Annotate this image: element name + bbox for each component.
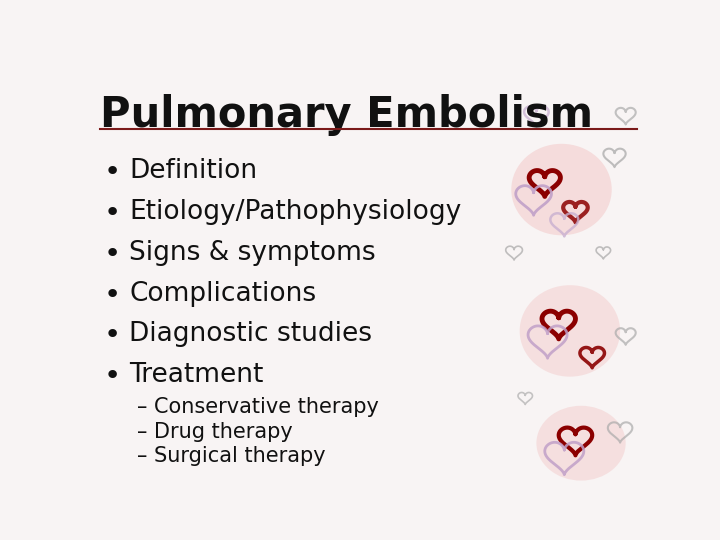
Ellipse shape xyxy=(536,406,626,481)
Text: •: • xyxy=(104,321,121,349)
Text: •: • xyxy=(104,158,121,186)
Text: – Drug therapy: – Drug therapy xyxy=(138,422,293,442)
Text: – Conservative therapy: – Conservative therapy xyxy=(138,397,379,417)
Text: Complications: Complications xyxy=(129,281,316,307)
Text: Treatment: Treatment xyxy=(129,362,264,388)
Text: Pulmonary Embolism: Pulmonary Embolism xyxy=(100,94,593,136)
Text: Etiology/Pathophysiology: Etiology/Pathophysiology xyxy=(129,199,462,225)
Text: •: • xyxy=(104,199,121,227)
Text: •: • xyxy=(104,281,121,308)
Text: •: • xyxy=(104,240,121,268)
Ellipse shape xyxy=(520,285,620,377)
Text: Diagnostic studies: Diagnostic studies xyxy=(129,321,372,347)
Text: •: • xyxy=(104,362,121,390)
Text: Definition: Definition xyxy=(129,158,257,184)
Text: – Surgical therapy: – Surgical therapy xyxy=(138,446,326,465)
Text: Signs & symptoms: Signs & symptoms xyxy=(129,240,376,266)
Ellipse shape xyxy=(511,144,612,235)
